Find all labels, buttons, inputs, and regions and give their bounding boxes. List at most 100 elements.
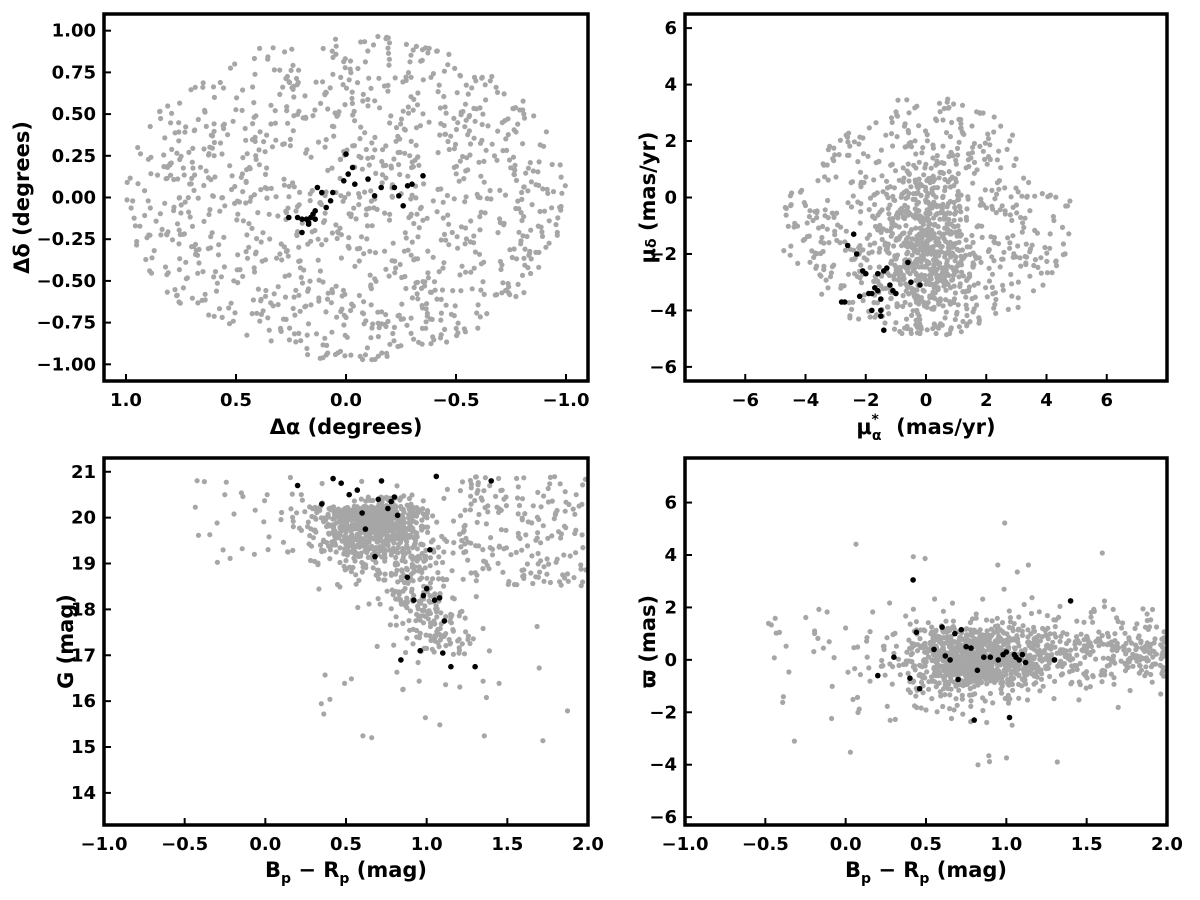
field-point (425, 275, 431, 281)
field-point (999, 690, 1005, 696)
field-point (290, 514, 296, 521)
field-point (353, 544, 359, 550)
field-point (922, 555, 928, 562)
field-point (463, 269, 469, 275)
field-point (264, 492, 270, 498)
field-point (875, 212, 881, 218)
field-point (1053, 263, 1060, 269)
field-point (261, 519, 267, 525)
field-point (1026, 179, 1032, 186)
field-point (788, 202, 794, 208)
field-point (930, 155, 936, 161)
field-point (513, 105, 519, 111)
field-point (944, 221, 950, 227)
field-point (231, 511, 237, 517)
field-point (142, 212, 148, 219)
field-point (290, 518, 296, 524)
field-point (473, 594, 479, 600)
field-point (409, 239, 415, 245)
field-point (292, 312, 298, 318)
field-point (408, 507, 415, 513)
field-point (349, 100, 355, 106)
field-point (278, 241, 284, 247)
field-point (816, 606, 822, 613)
field-point (434, 614, 440, 620)
field-point (440, 199, 446, 205)
field-point (348, 307, 354, 314)
field-point (363, 146, 369, 153)
field-point (903, 316, 910, 322)
field-point (984, 681, 990, 687)
field-point (326, 523, 332, 529)
field-point (978, 672, 984, 678)
field-point (1074, 663, 1080, 669)
field-point (931, 629, 938, 635)
field-point (1123, 640, 1129, 647)
x-axis-label: μα* (mas/yr) (856, 412, 995, 444)
field-point (357, 353, 363, 359)
field-point (991, 648, 997, 654)
field-point (441, 122, 447, 129)
field-point (317, 542, 324, 548)
field-point (980, 202, 987, 208)
field-point (372, 250, 379, 256)
member-stars (286, 151, 426, 236)
field-point (264, 195, 270, 201)
field-point (396, 162, 402, 168)
field-point (420, 511, 426, 517)
field-point (200, 84, 206, 90)
field-point (476, 543, 482, 549)
field-point (533, 574, 539, 580)
field-point (386, 56, 392, 62)
field-point (246, 244, 252, 250)
field-point (994, 666, 1000, 673)
field-point (397, 539, 404, 545)
field-point (220, 547, 226, 553)
field-point (858, 262, 864, 268)
field-point (438, 317, 444, 323)
field-point (357, 136, 363, 142)
field-point (343, 558, 349, 564)
field-point (1009, 217, 1015, 223)
field-point (481, 488, 487, 494)
field-point (505, 116, 511, 122)
field-point (806, 233, 812, 239)
field-point (1111, 675, 1117, 681)
field-point (373, 546, 379, 552)
field-point (412, 538, 419, 544)
field-point (980, 642, 986, 648)
field-point (363, 212, 369, 218)
field-point (920, 145, 926, 151)
field-point (438, 237, 444, 243)
field-point (415, 234, 421, 240)
field-point (538, 540, 544, 546)
field-point (225, 132, 231, 138)
field-point (958, 209, 964, 215)
field-point (815, 178, 821, 184)
field-point (540, 523, 546, 529)
field-point (917, 330, 923, 337)
field-point (935, 285, 941, 291)
field-point (315, 236, 321, 242)
field-point (435, 626, 441, 633)
field-point (201, 218, 207, 224)
field-point (578, 562, 584, 568)
field-point (277, 251, 283, 257)
field-point (420, 279, 426, 285)
field-point (143, 256, 149, 263)
field-point (956, 139, 962, 145)
field-point (1143, 664, 1149, 670)
field-point (470, 636, 476, 642)
field-point (452, 65, 458, 71)
field-point (260, 230, 266, 236)
field-point (1033, 680, 1039, 686)
field-point (473, 78, 479, 84)
field-point (1013, 185, 1019, 191)
field-point (558, 203, 564, 210)
field-point (378, 521, 384, 527)
field-point (930, 635, 936, 642)
field-point (850, 193, 856, 199)
field-point (169, 146, 175, 152)
field-point (957, 204, 963, 211)
